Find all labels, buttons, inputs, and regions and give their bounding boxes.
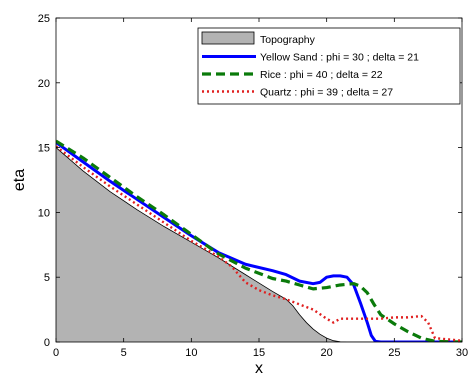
y-axis-label: eta: [11, 169, 28, 191]
x-tick-label: 25: [388, 347, 400, 359]
series-line-0: [56, 141, 462, 342]
legend-entry-topography: Topography: [260, 34, 316, 46]
y-tick-label: 10: [38, 207, 50, 219]
y-tick-label: 5: [44, 272, 50, 284]
x-tick-label: 0: [53, 347, 59, 359]
x-tick-label: 20: [321, 347, 333, 359]
legend-entry-quartz: Quartz : phi = 39 ; delta = 27: [260, 87, 393, 99]
legend-entry-rice: Rice : phi = 40 ; delta = 22: [260, 69, 383, 81]
y-tick-label: 25: [38, 13, 50, 25]
topography-outline: [56, 147, 462, 342]
legend: Topography Yellow Sand : phi = 30 ; delt…: [197, 27, 461, 105]
x-axis-label: x: [255, 360, 263, 377]
axes: 0 5 10 15 20 25 30 0 5 10 15 20 25: [38, 13, 468, 359]
legend-entry-yellow-sand: Yellow Sand : phi = 30 ; delta = 21: [260, 52, 419, 64]
legend-swatch-topography: [201, 31, 255, 45]
x-tick-label: 5: [121, 347, 127, 359]
x-tick-label: 10: [185, 347, 197, 359]
y-tick-label: 0: [44, 337, 50, 349]
x-tick-label: 15: [253, 347, 265, 359]
y-tick-label: 15: [38, 143, 50, 155]
y-tick-label: 20: [38, 78, 50, 90]
topography-area: [56, 147, 462, 342]
x-tick-label: 30: [456, 347, 468, 359]
